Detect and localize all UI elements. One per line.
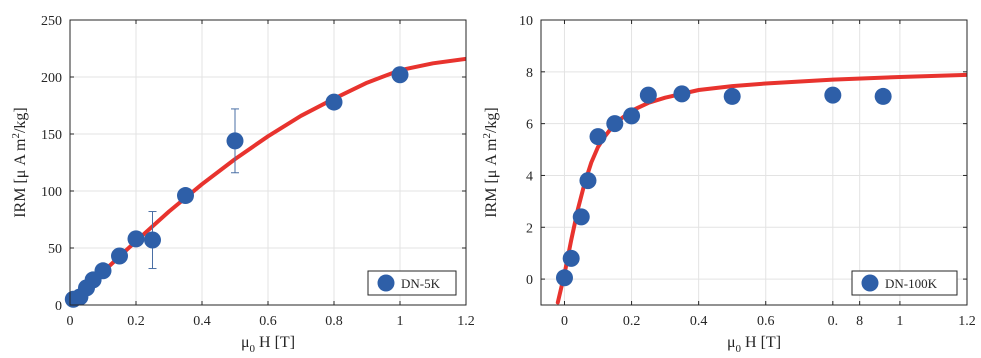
data-point <box>94 262 112 280</box>
y-tick-label: 50 <box>48 242 62 257</box>
y-axis-label: IRM [μ A m2/kg] <box>481 107 500 218</box>
y-tick-label: 0 <box>526 273 533 288</box>
legend-label: DN-5K <box>401 276 441 291</box>
chart-left: 0 0.2 0.4 0.6 0.8 1 1.2 0 50 100 150 200 250 μ0 H [T]… <box>10 14 475 355</box>
y-tick-label: 6 <box>526 118 533 133</box>
data-point <box>723 87 741 105</box>
y-tick-label: 250 <box>41 14 62 29</box>
legend-marker <box>861 274 879 292</box>
x-tick-label: 0.4 <box>690 314 708 329</box>
data-point <box>555 269 573 287</box>
x-axis-label: μ0 H [T] <box>241 334 295 355</box>
y-axis-label: IRM [μ A m2/kg] <box>10 107 29 218</box>
y-tick-label: 200 <box>41 71 62 86</box>
data-point <box>144 231 161 249</box>
legend: DN-5K <box>367 270 457 296</box>
data-point <box>572 208 590 226</box>
x-tick-label: 0.6 <box>757 314 775 329</box>
x-tick-label: 0 <box>67 314 74 329</box>
x-tick-label: 0.8 <box>325 314 343 329</box>
data-point <box>325 93 343 111</box>
y-tick-label: 2 <box>526 221 533 236</box>
data-point <box>639 86 657 104</box>
y-tick-label: 150 <box>41 128 62 143</box>
x-tick-label: 0.2 <box>127 314 145 329</box>
data-point <box>177 187 194 205</box>
data-point <box>824 86 842 104</box>
data-point <box>606 115 624 133</box>
x-tick-label: 0.6 <box>259 314 277 329</box>
x-tick-label: 1.2 <box>457 314 475 329</box>
legend-label: DN-100K <box>885 276 938 291</box>
chart-right: 0 0.2 0.4 0.6 0. 8 1 1.2 0 2 4 6 8 10 μ0 H [T] IRM [μ A… <box>481 14 976 355</box>
x-tick-label: 0.2 <box>623 314 641 329</box>
x-tick-label: 0 <box>561 314 568 329</box>
x-tick-label: 8 <box>856 314 863 329</box>
y-tick-label: 0 <box>55 299 62 314</box>
y-tick-label: 8 <box>526 66 533 81</box>
x-axis-label: μ0 H [T] <box>727 334 781 355</box>
x-tick-label: 0. <box>828 314 839 329</box>
y-tick-label: 4 <box>526 169 533 184</box>
data-point <box>111 247 128 265</box>
x-tick-label: 0.4 <box>193 314 211 329</box>
data-point <box>579 172 597 190</box>
legend: DN-100K <box>851 270 958 296</box>
x-tick-label: 1.2 <box>958 314 976 329</box>
data-point <box>562 249 580 267</box>
y-tick-label: 10 <box>519 14 533 29</box>
data-point <box>874 87 892 105</box>
legend-marker <box>377 274 395 292</box>
data-point <box>127 230 145 248</box>
data-point <box>391 66 409 84</box>
y-tick-label: 100 <box>41 185 62 200</box>
data-point <box>623 107 641 125</box>
x-tick-label: 1 <box>397 314 404 329</box>
axes-box <box>540 19 968 306</box>
data-point <box>589 128 607 146</box>
data-point <box>226 132 244 150</box>
data-point <box>673 85 691 103</box>
x-tick-label: 1 <box>896 314 903 329</box>
